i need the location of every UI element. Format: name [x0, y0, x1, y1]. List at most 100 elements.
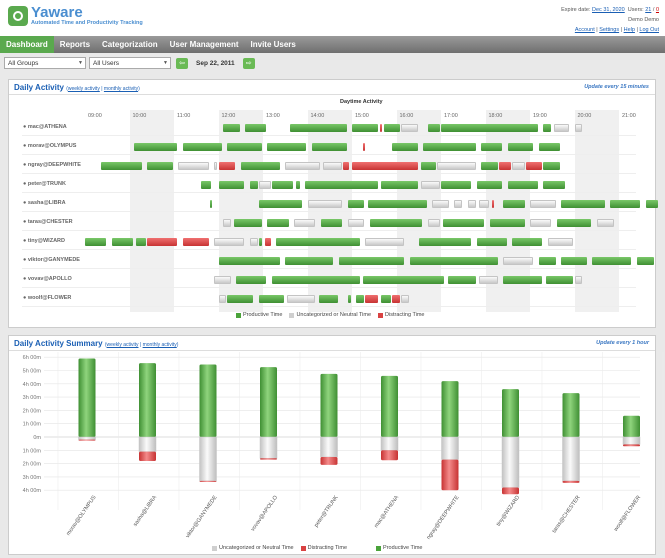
monthly-activity-link[interactable]: monthly activity: [103, 86, 139, 92]
activity-segment[interactable]: [574, 124, 583, 132]
activity-segment[interactable]: [636, 257, 654, 265]
neutral-bar[interactable]: [320, 436, 338, 458]
activity-segment[interactable]: [481, 162, 498, 170]
user-name[interactable]: ● taras@CHESTER: [23, 219, 73, 225]
activity-segment[interactable]: [592, 257, 632, 265]
activity-segment[interactable]: [476, 181, 503, 189]
activity-segment[interactable]: [285, 162, 320, 170]
activity-segment[interactable]: [209, 200, 213, 208]
activity-segment[interactable]: [347, 200, 365, 208]
activity-segment[interactable]: [100, 162, 142, 170]
activity-segment[interactable]: [454, 200, 463, 208]
neutral-bar[interactable]: [622, 436, 641, 445]
distracting-bar[interactable]: [260, 458, 277, 460]
activity-segment[interactable]: [596, 219, 614, 227]
activity-segment[interactable]: [347, 295, 351, 303]
weekly-activity-link[interactable]: weekly activity: [106, 342, 139, 348]
distracting-bar[interactable]: [320, 456, 338, 465]
activity-segment[interactable]: [287, 295, 316, 303]
activity-segment[interactable]: [645, 200, 659, 208]
activity-segment[interactable]: [530, 200, 556, 208]
distracting-bar[interactable]: [502, 487, 519, 495]
users-active-link[interactable]: 21: [645, 7, 652, 13]
user-name[interactable]: ● sasha@LIBRA: [23, 200, 66, 206]
activity-segment[interactable]: [423, 143, 476, 151]
activity-segment[interactable]: [561, 200, 605, 208]
activity-segment[interactable]: [318, 295, 338, 303]
activity-segment[interactable]: [478, 200, 489, 208]
activity-segment[interactable]: [234, 219, 262, 227]
activity-segment[interactable]: [200, 181, 211, 189]
user-name[interactable]: ● vovav@APOLLO: [23, 276, 72, 282]
activity-segment[interactable]: [525, 162, 543, 170]
activity-segment[interactable]: [133, 143, 178, 151]
activity-segment[interactable]: [258, 200, 303, 208]
activity-segment[interactable]: [427, 219, 440, 227]
activity-segment[interactable]: [561, 257, 587, 265]
neutral-bar[interactable]: [199, 436, 217, 482]
activity-segment[interactable]: [267, 143, 307, 151]
activity-segment[interactable]: [492, 200, 494, 208]
activity-segment[interactable]: [178, 162, 209, 170]
users-inactive-link[interactable]: 0: [655, 7, 659, 13]
activity-segment[interactable]: [400, 295, 409, 303]
activity-segment[interactable]: [436, 162, 476, 170]
user-name[interactable]: ● viktor@GANYMEDE: [23, 257, 80, 263]
activity-segment[interactable]: [420, 181, 440, 189]
activity-segment[interactable]: [392, 295, 400, 303]
user-name[interactable]: ● mac@ATHENA: [23, 124, 67, 130]
activity-segment[interactable]: [323, 162, 343, 170]
activity-segment[interactable]: [498, 162, 512, 170]
activity-segment[interactable]: [545, 276, 574, 284]
activity-segment[interactable]: [369, 219, 423, 227]
activity-segment[interactable]: [380, 181, 418, 189]
productive-bar[interactable]: [199, 364, 217, 437]
activity-segment[interactable]: [543, 162, 561, 170]
activity-segment[interactable]: [265, 238, 271, 246]
activity-segment[interactable]: [285, 257, 334, 265]
activity-segment[interactable]: [574, 276, 583, 284]
productive-bar[interactable]: [381, 375, 398, 437]
monthly-activity-link[interactable]: monthly activity: [142, 342, 177, 348]
user-select[interactable]: All Users ▼: [89, 57, 171, 69]
activity-segment[interactable]: [218, 295, 227, 303]
distracting-bar[interactable]: [139, 451, 156, 461]
distracting-bar[interactable]: [623, 444, 640, 447]
activity-segment[interactable]: [249, 238, 258, 246]
settings-link[interactable]: Settings: [599, 27, 620, 33]
neutral-bar[interactable]: [380, 436, 399, 451]
productive-bar[interactable]: [139, 363, 156, 437]
activity-segment[interactable]: [227, 143, 262, 151]
logout-link[interactable]: Log Out: [639, 27, 659, 33]
activity-segment[interactable]: [147, 162, 173, 170]
activity-segment[interactable]: [182, 238, 209, 246]
activity-segment[interactable]: [481, 143, 503, 151]
activity-segment[interactable]: [214, 238, 245, 246]
activity-segment[interactable]: [214, 162, 218, 170]
activity-segment[interactable]: [503, 257, 534, 265]
nav-invite-users[interactable]: Invite Users: [250, 40, 296, 49]
activity-segment[interactable]: [147, 238, 178, 246]
activity-segment[interactable]: [276, 238, 360, 246]
activity-segment[interactable]: [478, 276, 498, 284]
activity-segment[interactable]: [367, 200, 427, 208]
activity-segment[interactable]: [352, 162, 418, 170]
activity-segment[interactable]: [443, 219, 485, 227]
activity-segment[interactable]: [547, 238, 574, 246]
activity-segment[interactable]: [363, 276, 445, 284]
user-name[interactable]: ● ngray@DEEPWHITE: [23, 162, 81, 168]
activity-segment[interactable]: [136, 238, 147, 246]
expire-date-link[interactable]: Dec 31, 2020: [592, 7, 625, 13]
activity-segment[interactable]: [365, 238, 405, 246]
activity-segment[interactable]: [538, 143, 561, 151]
activity-segment[interactable]: [379, 124, 383, 132]
activity-segment[interactable]: [503, 276, 543, 284]
activity-segment[interactable]: [245, 124, 267, 132]
activity-segment[interactable]: [356, 295, 365, 303]
activity-segment[interactable]: [538, 257, 556, 265]
activity-segment[interactable]: [258, 295, 285, 303]
activity-segment[interactable]: [218, 257, 280, 265]
activity-segment[interactable]: [218, 181, 245, 189]
activity-segment[interactable]: [392, 143, 418, 151]
activity-segment[interactable]: [556, 219, 592, 227]
